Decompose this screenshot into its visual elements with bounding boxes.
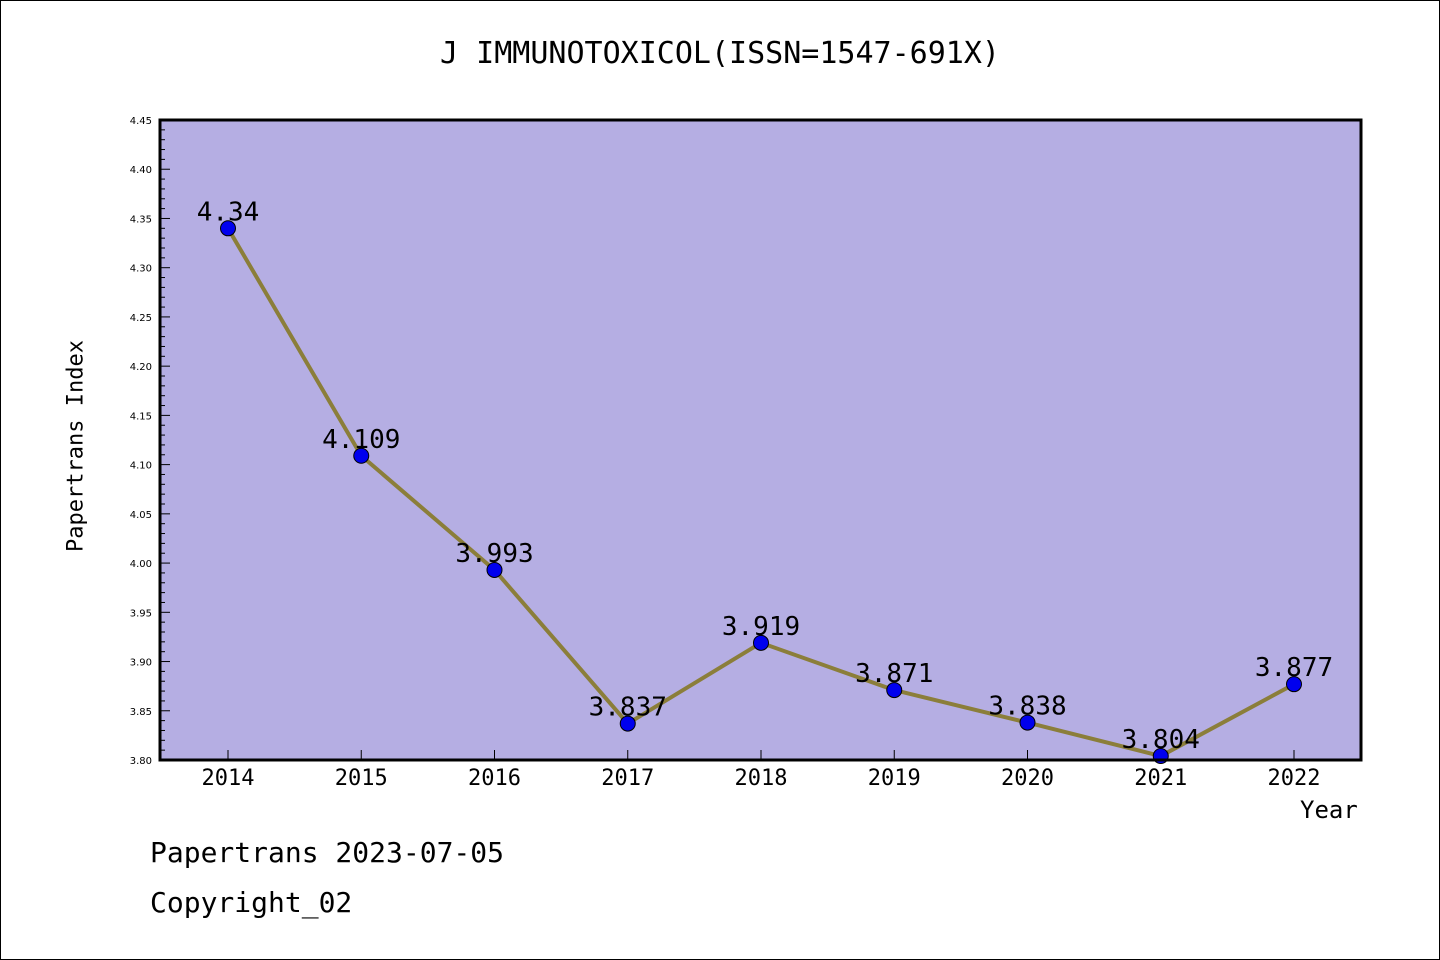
data-label: 3.804 [1122, 725, 1200, 755]
y-tick-label: 4.25 [130, 313, 152, 324]
y-tick-label: 4.45 [130, 116, 152, 127]
data-point [619, 715, 636, 732]
x-tick-label: 2021 [1134, 766, 1187, 791]
data-point [753, 634, 769, 651]
data-label: 3.871 [855, 659, 933, 689]
x-axis-label: Year [1300, 796, 1358, 824]
x-tick-label: 2017 [601, 766, 654, 791]
y-tick-label: 4.30 [130, 264, 152, 275]
y-tick-label: 4.20 [130, 362, 152, 373]
x-tick-label: 2018 [735, 766, 788, 791]
data-points [220, 220, 1302, 765]
plot-area [160, 120, 1361, 760]
x-tick-label: 2016 [468, 766, 521, 791]
data-point [1019, 714, 1036, 731]
y-tick-label: 3.80 [130, 756, 152, 767]
data-labels: 4.34 4.109 3.993 3.837 3.919 3.871 3.838 3.804 3… [197, 197, 1333, 755]
x-tick-label: 2019 [868, 766, 921, 791]
x-tick-label: 2014 [202, 766, 255, 791]
chart-title: J IMMUNOTOXICOL(ISSN=1547-691X) [440, 36, 1000, 71]
y-tick-label: 4.35 [130, 214, 152, 225]
y-tick-label: 4.40 [130, 165, 152, 176]
footer-copyright: Copyright_02 [150, 886, 353, 919]
data-label: 3.838 [988, 692, 1066, 722]
x-tick-label: 2015 [335, 766, 388, 791]
data-point [886, 682, 903, 699]
footer-date: Papertrans 2023-07-05 [150, 836, 505, 869]
y-tick-label: 3.90 [130, 658, 152, 669]
y-tick-label: 3.95 [130, 608, 152, 619]
data-label: 3.919 [722, 612, 800, 642]
plot-border [158, 118, 1363, 762]
data-label: 3.837 [589, 693, 667, 723]
data-label: 4.34 [197, 197, 260, 227]
data-label: 4.109 [322, 425, 400, 455]
y-axis: 3.80 3.85 3.90 3.95 4.00 4.05 4.10 4.15 4.20 4.25… [130, 116, 170, 767]
x-axis: 2014 2015 2016 2017 2018 2019 2020 2021 2022 [202, 750, 1321, 791]
data-label: 3.993 [455, 539, 533, 569]
data-point [220, 220, 236, 237]
y-tick-label: 4.10 [130, 461, 152, 472]
data-point [353, 447, 370, 464]
y-tick-label: 4.05 [130, 510, 152, 521]
y-tick-label: 3.85 [130, 707, 152, 718]
data-point [1286, 676, 1302, 693]
data-point [486, 561, 503, 578]
y-tick-label: 4.15 [130, 411, 152, 422]
data-label: 3.877 [1255, 653, 1333, 683]
x-tick-label: 2022 [1268, 766, 1321, 791]
x-tick-label: 2020 [1001, 766, 1054, 791]
y-tick-label: 4.00 [130, 559, 152, 570]
